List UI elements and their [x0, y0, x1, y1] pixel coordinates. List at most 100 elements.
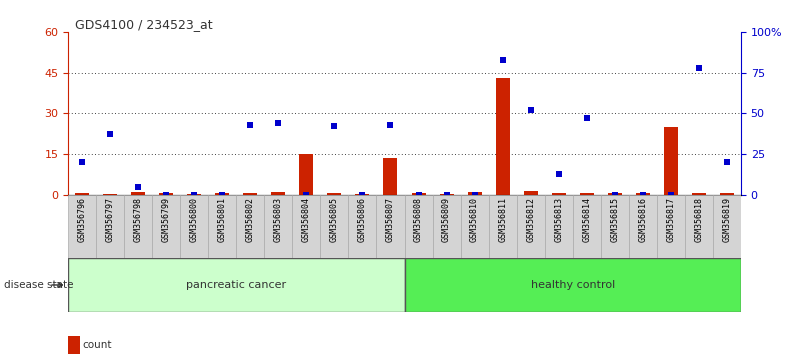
- Bar: [433, 195, 461, 258]
- Bar: [608, 193, 622, 195]
- Bar: [405, 258, 741, 312]
- Text: GSM356811: GSM356811: [498, 196, 507, 242]
- Point: [75, 159, 89, 165]
- Bar: [664, 127, 678, 195]
- Text: GSM356819: GSM356819: [723, 196, 731, 242]
- Point: [160, 192, 173, 198]
- Bar: [68, 195, 96, 258]
- Bar: [440, 194, 453, 195]
- Point: [272, 120, 285, 126]
- Bar: [412, 193, 425, 195]
- Bar: [405, 195, 433, 258]
- Bar: [264, 195, 292, 258]
- Text: GSM356798: GSM356798: [134, 196, 143, 242]
- Bar: [208, 195, 236, 258]
- Text: disease state: disease state: [4, 280, 74, 290]
- Text: GSM356816: GSM356816: [638, 196, 647, 242]
- Bar: [348, 195, 376, 258]
- Bar: [384, 158, 397, 195]
- Bar: [124, 195, 152, 258]
- Text: GSM356803: GSM356803: [274, 196, 283, 242]
- Text: GSM356801: GSM356801: [218, 196, 227, 242]
- Bar: [636, 193, 650, 195]
- Point: [131, 184, 145, 189]
- Point: [216, 192, 229, 198]
- Bar: [272, 192, 285, 195]
- Bar: [187, 194, 201, 195]
- Bar: [131, 192, 145, 195]
- Bar: [356, 194, 369, 195]
- Text: GSM356796: GSM356796: [78, 196, 87, 242]
- Bar: [68, 258, 405, 312]
- Bar: [629, 195, 657, 258]
- Bar: [96, 195, 124, 258]
- Bar: [496, 78, 509, 195]
- Bar: [545, 195, 573, 258]
- Bar: [524, 190, 537, 195]
- Bar: [489, 195, 517, 258]
- Point: [665, 192, 678, 198]
- Bar: [300, 154, 313, 195]
- Point: [244, 122, 256, 127]
- Point: [580, 115, 593, 121]
- Bar: [75, 193, 89, 195]
- Point: [104, 132, 117, 137]
- Point: [692, 65, 705, 70]
- Point: [553, 171, 566, 176]
- Text: GSM356817: GSM356817: [666, 196, 675, 242]
- Bar: [376, 195, 405, 258]
- Bar: [552, 193, 566, 195]
- Point: [187, 192, 200, 198]
- Bar: [159, 193, 173, 195]
- Bar: [320, 195, 348, 258]
- Point: [356, 192, 369, 198]
- Bar: [244, 193, 257, 195]
- Point: [300, 192, 312, 198]
- Bar: [685, 195, 713, 258]
- Text: GSM356813: GSM356813: [554, 196, 563, 242]
- Bar: [573, 195, 601, 258]
- Text: GSM356806: GSM356806: [358, 196, 367, 242]
- Text: GDS4100 / 234523_at: GDS4100 / 234523_at: [74, 18, 212, 31]
- Point: [636, 192, 649, 198]
- Text: GSM356807: GSM356807: [386, 196, 395, 242]
- Bar: [215, 193, 229, 195]
- Bar: [657, 195, 685, 258]
- Point: [497, 57, 509, 62]
- Text: GSM356814: GSM356814: [582, 196, 591, 242]
- Bar: [468, 192, 481, 195]
- Text: GSM356809: GSM356809: [442, 196, 451, 242]
- Text: GSM356818: GSM356818: [694, 196, 703, 242]
- Point: [384, 122, 397, 127]
- Bar: [720, 193, 734, 195]
- Bar: [461, 195, 489, 258]
- Point: [328, 124, 341, 129]
- Text: GSM356815: GSM356815: [610, 196, 619, 242]
- Bar: [236, 195, 264, 258]
- Bar: [580, 193, 594, 195]
- Text: GSM356812: GSM356812: [526, 196, 535, 242]
- Text: pancreatic cancer: pancreatic cancer: [186, 280, 287, 290]
- Bar: [601, 195, 629, 258]
- Bar: [152, 195, 180, 258]
- Bar: [103, 194, 117, 195]
- Text: count: count: [83, 340, 111, 350]
- Point: [720, 159, 733, 165]
- Text: GSM356800: GSM356800: [190, 196, 199, 242]
- Bar: [713, 195, 741, 258]
- Text: GSM356805: GSM356805: [330, 196, 339, 242]
- Point: [525, 107, 537, 113]
- Bar: [517, 195, 545, 258]
- Text: GSM356802: GSM356802: [246, 196, 255, 242]
- Point: [468, 192, 481, 198]
- Text: GSM356808: GSM356808: [414, 196, 423, 242]
- Point: [413, 192, 425, 198]
- Bar: [292, 195, 320, 258]
- Text: healthy control: healthy control: [530, 280, 615, 290]
- Point: [441, 192, 453, 198]
- Point: [609, 192, 622, 198]
- Text: GSM356797: GSM356797: [106, 196, 115, 242]
- Text: GSM356804: GSM356804: [302, 196, 311, 242]
- Bar: [180, 195, 208, 258]
- Bar: [328, 193, 341, 195]
